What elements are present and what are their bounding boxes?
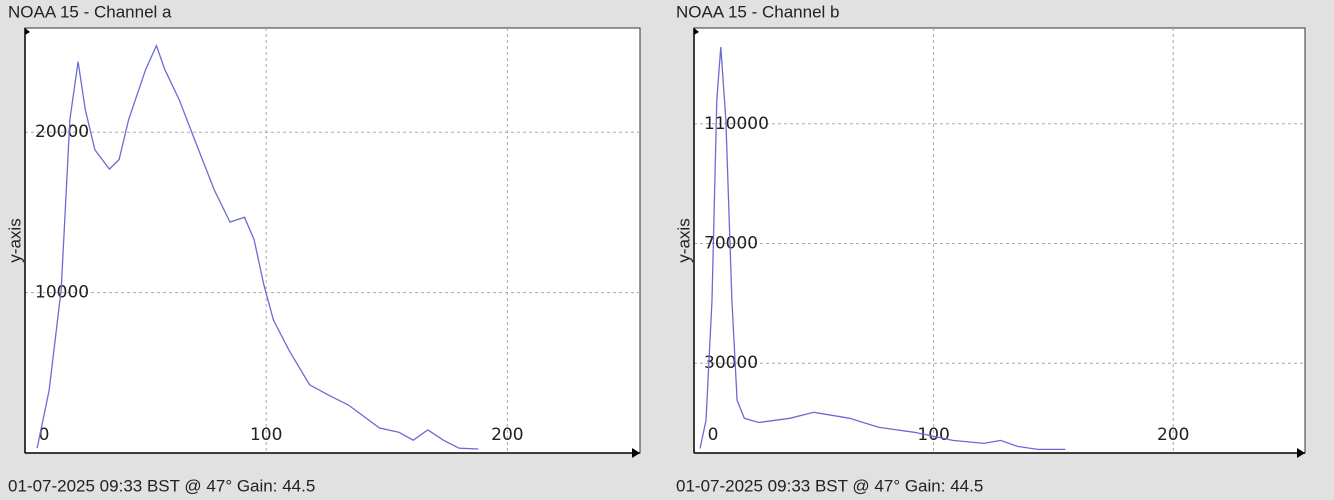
y-tick-label: 30000 xyxy=(704,353,758,373)
x-tick-label: 0 xyxy=(708,425,719,445)
y-axis-label: y-axis xyxy=(674,218,693,262)
status-footer: 01-07-2025 09:33 BST @ 47° Gain: 44.5 xyxy=(8,476,315,495)
plot-area xyxy=(693,27,1306,454)
plot-area xyxy=(24,27,641,454)
chart-title: NOAA 15 - Channel a xyxy=(8,2,172,21)
x-tick-label: 200 xyxy=(491,425,523,445)
x-axis-arrow xyxy=(632,448,640,458)
y-axis-label: y-axis xyxy=(5,218,24,262)
x-axis-arrow xyxy=(1297,448,1305,458)
y-axis-arrow xyxy=(694,28,699,35)
y-axis-arrow xyxy=(25,28,30,35)
chart-title: NOAA 15 - Channel b xyxy=(676,2,839,21)
y-tick-label: 110000 xyxy=(704,114,769,134)
x-tick-label: 100 xyxy=(917,425,949,445)
y-tick-label: 10000 xyxy=(35,283,89,303)
x-tick-label: 200 xyxy=(1157,425,1189,445)
x-tick-label: 100 xyxy=(250,425,282,445)
data-line xyxy=(36,43,479,450)
x-tick-label: 0 xyxy=(39,425,50,445)
y-tick-label: 70000 xyxy=(704,233,758,253)
y-tick-label: 20000 xyxy=(35,122,89,142)
data-line xyxy=(699,46,1066,451)
status-footer: 01-07-2025 09:33 BST @ 47° Gain: 44.5 xyxy=(676,476,983,495)
